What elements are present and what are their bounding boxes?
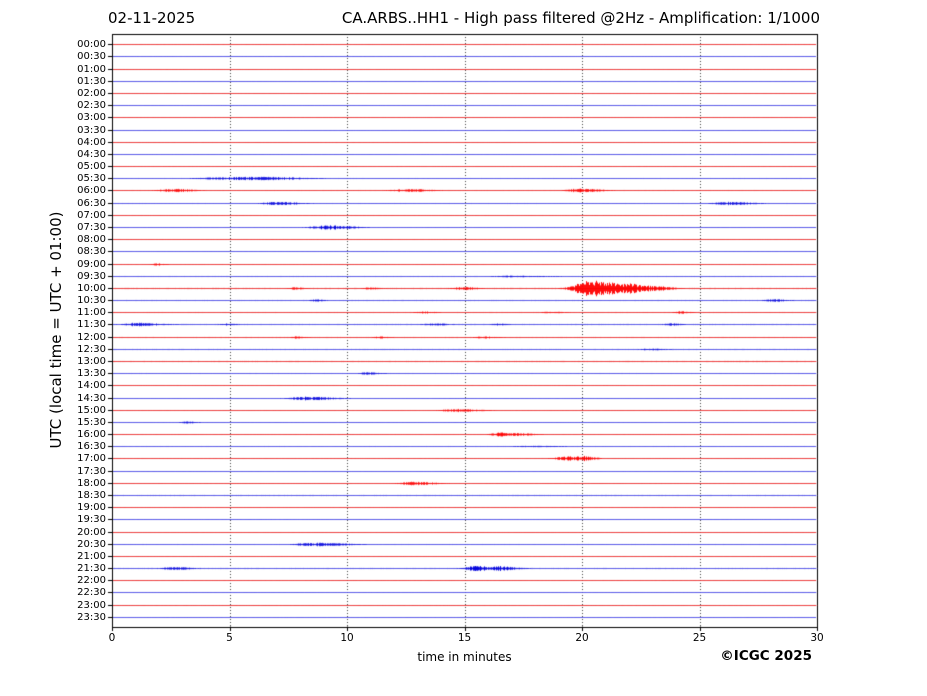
row-time-label: 03:30 <box>77 124 106 136</box>
x-axis-label: time in minutes <box>417 650 512 664</box>
row-time-label: 05:30 <box>77 172 106 184</box>
x-tick-label: 15 <box>457 632 472 644</box>
row-time-label: 06:00 <box>77 184 106 196</box>
row-time-label: 17:30 <box>77 465 106 477</box>
row-time-label: 09:00 <box>77 258 106 270</box>
x-tick-label: 25 <box>692 632 707 644</box>
row-time-label: 02:30 <box>77 99 106 111</box>
row-time-label: 03:00 <box>77 111 106 123</box>
row-time-label: 18:30 <box>77 489 106 501</box>
row-time-label: 23:00 <box>77 599 106 611</box>
x-tick-label: 20 <box>575 632 589 644</box>
row-time-label: 13:00 <box>77 355 106 367</box>
row-time-label: 09:30 <box>77 270 106 282</box>
row-time-label: 12:00 <box>77 331 106 343</box>
row-time-label: 22:00 <box>77 574 106 586</box>
row-time-label: 21:30 <box>77 562 106 574</box>
row-time-label: 17:00 <box>77 452 106 464</box>
row-time-label: 21:00 <box>77 550 106 562</box>
row-time-label: 05:00 <box>77 160 106 172</box>
x-tick-label: 10 <box>340 632 354 644</box>
figure-date: 02-11-2025 <box>108 9 196 27</box>
row-time-label: 23:30 <box>77 611 106 623</box>
row-time-label: 10:00 <box>77 282 106 294</box>
row-time-label: 01:30 <box>77 75 106 87</box>
row-time-label: 12:30 <box>77 343 106 355</box>
row-time-label: 18:00 <box>77 477 106 489</box>
row-time-label: 22:30 <box>77 586 106 598</box>
row-time-label: 10:30 <box>77 294 106 306</box>
row-time-label: 20:30 <box>77 538 106 550</box>
row-time-label: 11:00 <box>77 306 106 318</box>
row-time-label: 08:30 <box>77 245 106 257</box>
row-time-label: 14:00 <box>77 379 106 391</box>
row-time-label: 02:00 <box>77 87 106 99</box>
row-time-label: 16:30 <box>77 440 106 452</box>
figure-title: CA.ARBS..HH1 - High pass filtered @2Hz -… <box>341 9 820 27</box>
row-time-label: 00:30 <box>77 50 106 62</box>
row-time-label: 07:00 <box>77 209 106 221</box>
row-time-label: 08:00 <box>77 233 106 245</box>
row-time-label: 06:30 <box>77 197 106 209</box>
row-time-label: 13:30 <box>77 367 106 379</box>
row-time-label: 15:00 <box>77 404 106 416</box>
row-time-label: 01:00 <box>77 63 106 75</box>
row-time-label: 19:30 <box>77 513 106 525</box>
row-time-label: 11:30 <box>77 318 106 330</box>
row-time-label: 07:30 <box>77 221 106 233</box>
row-time-label: 20:00 <box>77 526 106 538</box>
row-time-label: 04:30 <box>77 148 106 160</box>
row-time-label: 15:30 <box>77 416 106 428</box>
row-time-label: 19:00 <box>77 501 106 513</box>
row-time-label: 14:30 <box>77 392 106 404</box>
row-time-label: 16:00 <box>77 428 106 440</box>
copyright-text: ©ICGC 2025 <box>720 648 812 664</box>
x-tick-label: 30 <box>810 632 824 644</box>
x-tick-label: 5 <box>226 632 233 644</box>
x-tick-label: 0 <box>108 632 116 644</box>
row-time-label: 04:00 <box>77 136 106 148</box>
row-time-label: 00:00 <box>77 38 106 50</box>
